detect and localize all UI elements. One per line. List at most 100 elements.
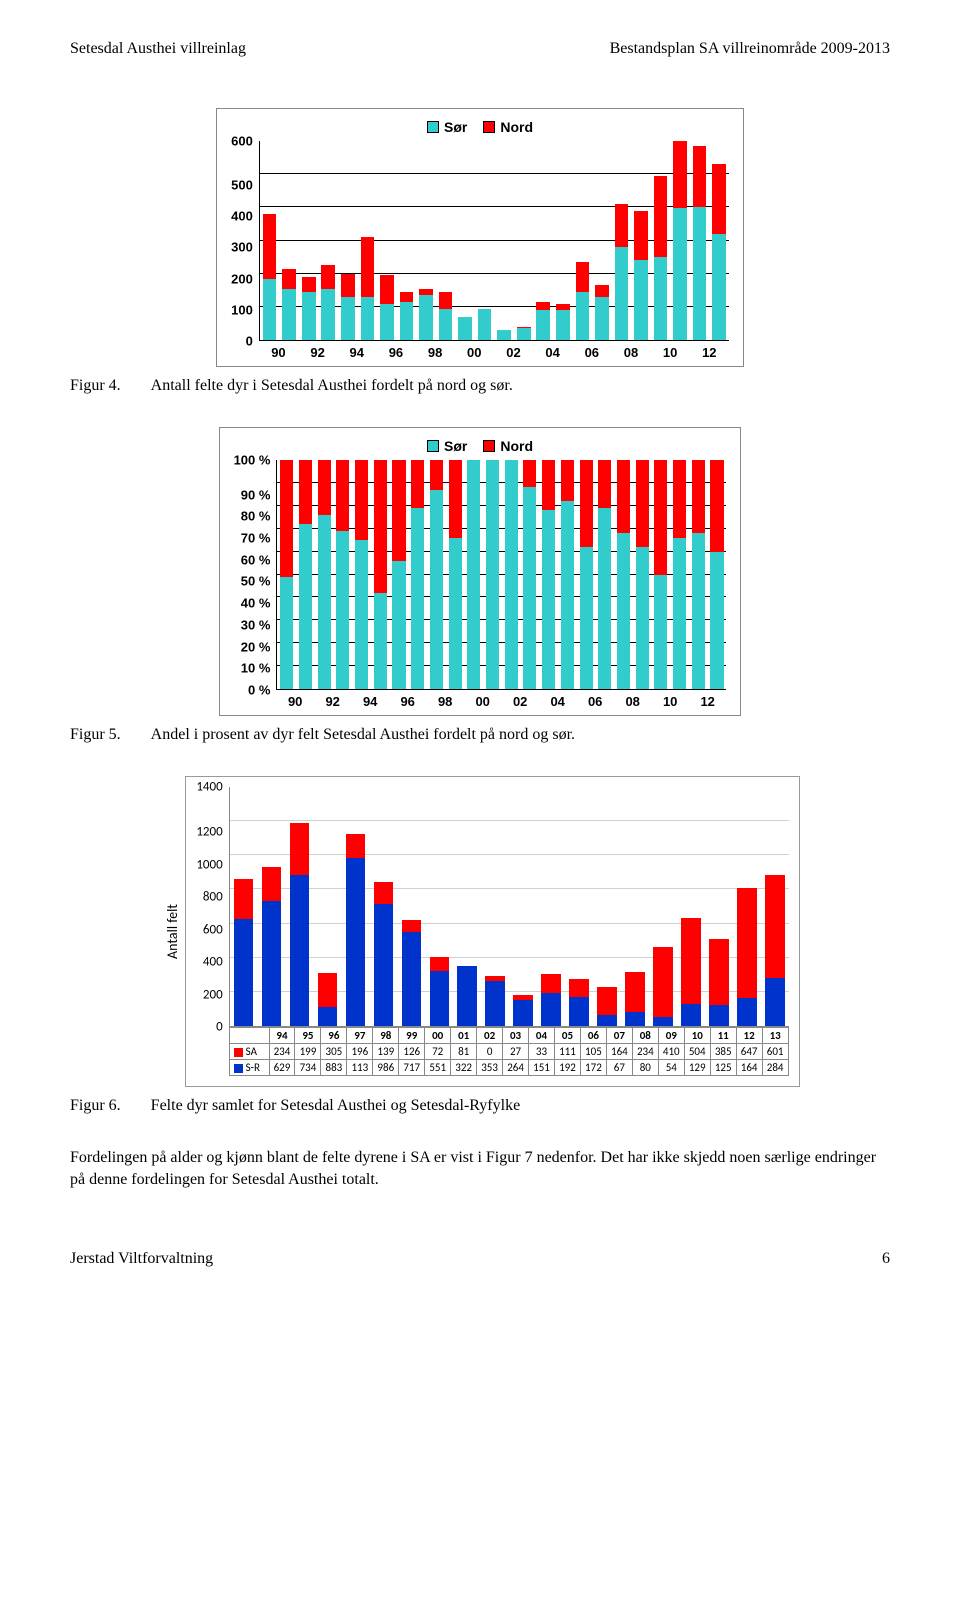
bar: [358, 141, 378, 340]
bar: [455, 141, 475, 340]
bar: [558, 460, 577, 689]
footer-page-number: 6: [882, 1250, 890, 1268]
chart-legend: Sør Nord: [231, 119, 729, 135]
bar: [314, 787, 342, 1026]
bar: [614, 460, 633, 689]
footer-left: Jerstad Viltforvaltning: [70, 1250, 213, 1268]
figure-caption-text: Andel i prosent av dyr felt Setesdal Aus…: [151, 726, 575, 744]
bar: [534, 141, 554, 340]
bar: [299, 141, 319, 340]
caption-figur5: Figur 5. Andel i prosent av dyr felt Set…: [70, 726, 890, 744]
bar: [651, 141, 671, 340]
bar: [338, 141, 358, 340]
bar: [408, 460, 427, 689]
bar: [296, 460, 315, 689]
y-axis: 6005004003002001000: [231, 141, 259, 341]
bar: [464, 460, 483, 689]
legend-label: Sør: [444, 119, 467, 135]
header-right: Bestandsplan SA villreinområde 2009-2013: [610, 40, 890, 58]
chart-legend: Sør Nord: [234, 438, 727, 454]
bar: [446, 460, 465, 689]
bar: [514, 141, 534, 340]
legend-label: Nord: [500, 438, 533, 454]
bar: [649, 787, 677, 1026]
bar: [334, 460, 353, 689]
bar: [277, 460, 296, 689]
bar: [390, 460, 409, 689]
bar: [352, 460, 371, 689]
bar: [592, 141, 612, 340]
bar: [652, 460, 671, 689]
bar: [427, 460, 446, 689]
figure-caption-text: Felte dyr samlet for Setesdal Austhei og…: [151, 1097, 521, 1115]
bar: [705, 787, 733, 1026]
bar: [677, 787, 705, 1026]
legend-label: Sør: [444, 438, 467, 454]
bar: [475, 141, 495, 340]
bar: [708, 460, 727, 689]
bar: [286, 787, 314, 1026]
bar: [483, 460, 502, 689]
bar: [436, 141, 456, 340]
bar: [631, 141, 651, 340]
bar: [502, 460, 521, 689]
bar: [670, 460, 689, 689]
bar: [537, 787, 565, 1026]
bar: [595, 460, 614, 689]
legend-item: Nord: [483, 438, 533, 454]
bar: [509, 787, 537, 1026]
bar: [230, 787, 258, 1026]
bar: [318, 141, 338, 340]
bar: [494, 141, 514, 340]
bar: [481, 787, 509, 1026]
legend-item: Nord: [483, 119, 533, 135]
legend-swatch: [483, 440, 495, 452]
x-axis: 909294969800020406081012: [231, 345, 729, 360]
legend-swatch: [427, 440, 439, 452]
bar: [565, 787, 593, 1026]
legend-item: Sør: [427, 438, 467, 454]
bar: [371, 460, 390, 689]
bar: [377, 141, 397, 340]
page-footer: Jerstad Viltforvaltning 6: [70, 1250, 890, 1268]
bar: [369, 787, 397, 1026]
header-left: Setesdal Austhei villreinlag: [70, 40, 246, 58]
caption-figur4: Figur 4. Antall felte dyr i Setesdal Aus…: [70, 377, 890, 395]
bar: [416, 141, 436, 340]
bar: [577, 460, 596, 689]
figure-label: Figur 6.: [70, 1097, 121, 1115]
chart-figur6: Antall felt 1400120010008006004002000949…: [70, 776, 890, 1087]
x-axis: 909294969800020406081012: [234, 694, 727, 709]
bar: [521, 460, 540, 689]
caption-figur6: Figur 6. Felte dyr samlet for Setesdal A…: [70, 1097, 890, 1115]
page-header: Setesdal Austhei villreinlag Bestandspla…: [70, 40, 890, 58]
legend-label: Nord: [500, 119, 533, 135]
bar: [612, 141, 632, 340]
bar: [593, 787, 621, 1026]
bar: [553, 141, 573, 340]
bar: [709, 141, 729, 340]
figure-label: Figur 4.: [70, 377, 121, 395]
bar: [279, 141, 299, 340]
plot-area: [259, 141, 729, 341]
plot-area: [276, 460, 726, 690]
legend-swatch: [483, 121, 495, 133]
legend-swatch: [427, 121, 439, 133]
bar: [397, 141, 417, 340]
body-paragraph: Fordelingen på alder og kjønn blant de f…: [70, 1147, 890, 1190]
chart-figur5: Sør Nord 100 %90 %80 %70 %60 %50 %40 %30 %…: [70, 427, 890, 716]
bar: [397, 787, 425, 1026]
figure-label: Figur 5.: [70, 726, 121, 744]
plot-area: [229, 787, 789, 1027]
chart-figur4: Sør Nord 6005004003002001000 90929496980002…: [70, 108, 890, 367]
bar: [733, 787, 761, 1026]
bar: [260, 141, 280, 340]
bar: [258, 787, 286, 1026]
figure-caption-text: Antall felte dyr i Setesdal Austhei ford…: [151, 377, 513, 395]
y-axis: 100 %90 %80 %70 %60 %50 %40 %30 %20 %10 …: [234, 460, 277, 690]
bar: [689, 460, 708, 689]
bar: [690, 141, 710, 340]
y-axis: 1400120010008006004002000: [196, 787, 228, 1027]
chart3-y-axis-label: Antall felt: [160, 904, 185, 959]
bar: [425, 787, 453, 1026]
